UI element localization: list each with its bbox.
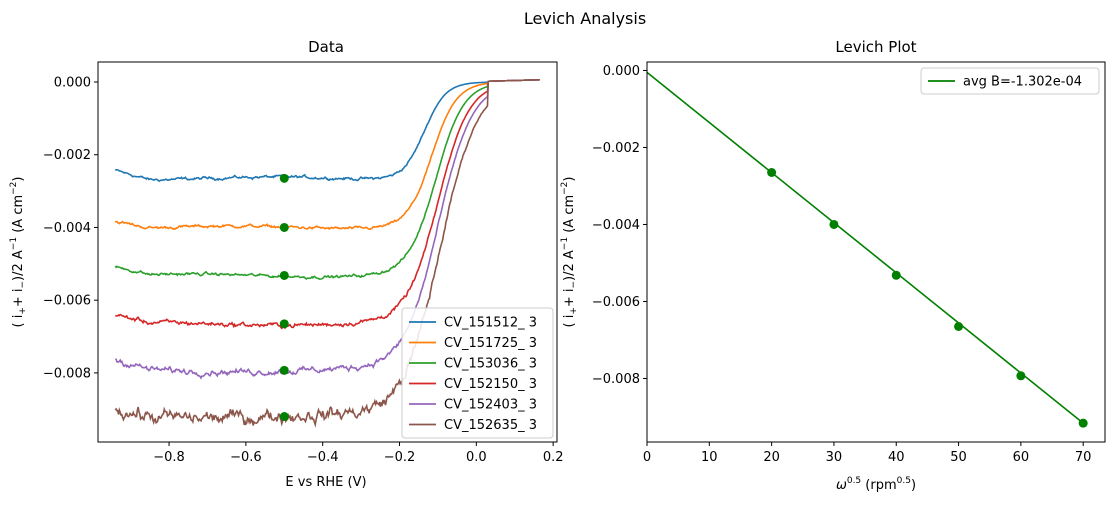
data-panel-ylabel: ( i++ i−)/2 A−1 (A cm−2) (9, 177, 28, 328)
data-ytick-label: −0.008 (43, 366, 91, 381)
data-series-line (114, 78, 540, 182)
data-markers (279, 173, 289, 422)
data-marker-point (279, 319, 289, 329)
levich-xtick-label: 30 (826, 450, 843, 465)
data-xtick-label: −0.8 (153, 450, 185, 465)
data-legend-label: CV_151512_ 3 (444, 316, 537, 331)
levich-xtick-label: 10 (701, 450, 718, 465)
levich-panel-frame (646, 61, 1106, 443)
levich-xtick-label: 40 (888, 450, 905, 465)
levich-ytick-label: 0.000 (603, 64, 640, 79)
levich-point (1016, 371, 1026, 381)
levich-ytick-label: −0.006 (592, 295, 640, 310)
data-ytick-label: 0.000 (54, 76, 91, 91)
levich-point (829, 219, 839, 229)
data-panel-title: Data (308, 38, 344, 56)
data-xtick-label: −0.6 (230, 450, 262, 465)
data-marker-point (279, 365, 289, 375)
figure-suptitle: Levich Analysis (524, 9, 646, 28)
data-legend-label: CV_152403_ 3 (444, 398, 537, 413)
levich-ytick-label: −0.004 (592, 218, 640, 233)
levich-ytick-label: −0.008 (592, 372, 640, 387)
levich-xtick-label: 20 (763, 450, 780, 465)
levich-panel-xlabel: ω0.5 (rpm0.5) (836, 476, 916, 493)
data-panel: Data −0.8 −0.6 −0.4 −0.2 0.0 0.2 0.000 −0.002 −0… (9, 38, 564, 490)
data-legend-label: CV_151725_ 3 (444, 336, 537, 351)
data-legend-label: CV_152150_ 3 (444, 377, 537, 392)
data-marker-point (279, 270, 289, 280)
data-series-line (114, 78, 540, 428)
data-legend-box (401, 307, 554, 439)
data-series-line (114, 78, 540, 231)
levich-legend: avg B=-1.302e-04 (920, 67, 1100, 95)
levich-legend-box (920, 67, 1100, 95)
data-panel-frame (97, 61, 558, 443)
levich-point (767, 167, 777, 177)
data-ytick-label: −0.006 (43, 294, 91, 309)
data-legend-label: CV_153036_ 3 (444, 357, 537, 372)
data-ytick-label: −0.002 (43, 148, 91, 163)
levich-fit-series (646, 71, 1084, 424)
levich-xtick-label: 50 (950, 450, 967, 465)
data-series-line (115, 78, 540, 330)
levich-points (767, 167, 1088, 428)
data-curves (114, 78, 540, 428)
levich-panel-ylabel: ( i++ i−)/2 A−1 (A cm−2) (560, 177, 579, 328)
data-xtick-label: −0.4 (307, 450, 339, 465)
levich-point (954, 321, 964, 331)
data-xtick-label: 0.2 (543, 450, 564, 465)
levich-legend-label: avg B=-1.302e-04 (963, 75, 1082, 90)
levich-panel-title: Levich Plot (835, 38, 916, 56)
data-xtick-label: −0.2 (384, 450, 416, 465)
levich-point (1078, 418, 1088, 428)
data-marker-point (279, 173, 289, 183)
levich-xtick-label: 60 (1013, 450, 1030, 465)
data-series-line (115, 78, 540, 380)
data-ytick-label: −0.004 (43, 221, 91, 236)
levich-panel: Levich Plot 0 10 20 30 40 50 60 70 0.000 −0.002 −0… (560, 38, 1106, 493)
levich-xtick-label: 70 (1075, 450, 1092, 465)
data-panel-xlabel: E vs RHE (V) (285, 475, 366, 490)
levich-xtick-label: 0 (643, 450, 651, 465)
data-legend-label: CV_152635_ 3 (444, 418, 537, 433)
data-xtick-label: 0.0 (466, 450, 487, 465)
data-marker-point (279, 222, 289, 232)
data-legend: CV_151512_ 3 CV_151725_ 3 CV_153036_ 3 CV_1… (401, 307, 554, 439)
levich-ytick-label: −0.002 (592, 141, 640, 156)
data-series-line (114, 78, 540, 281)
data-marker-point (279, 412, 289, 422)
levich-point (891, 270, 901, 280)
levich-fit-line (646, 71, 1084, 424)
